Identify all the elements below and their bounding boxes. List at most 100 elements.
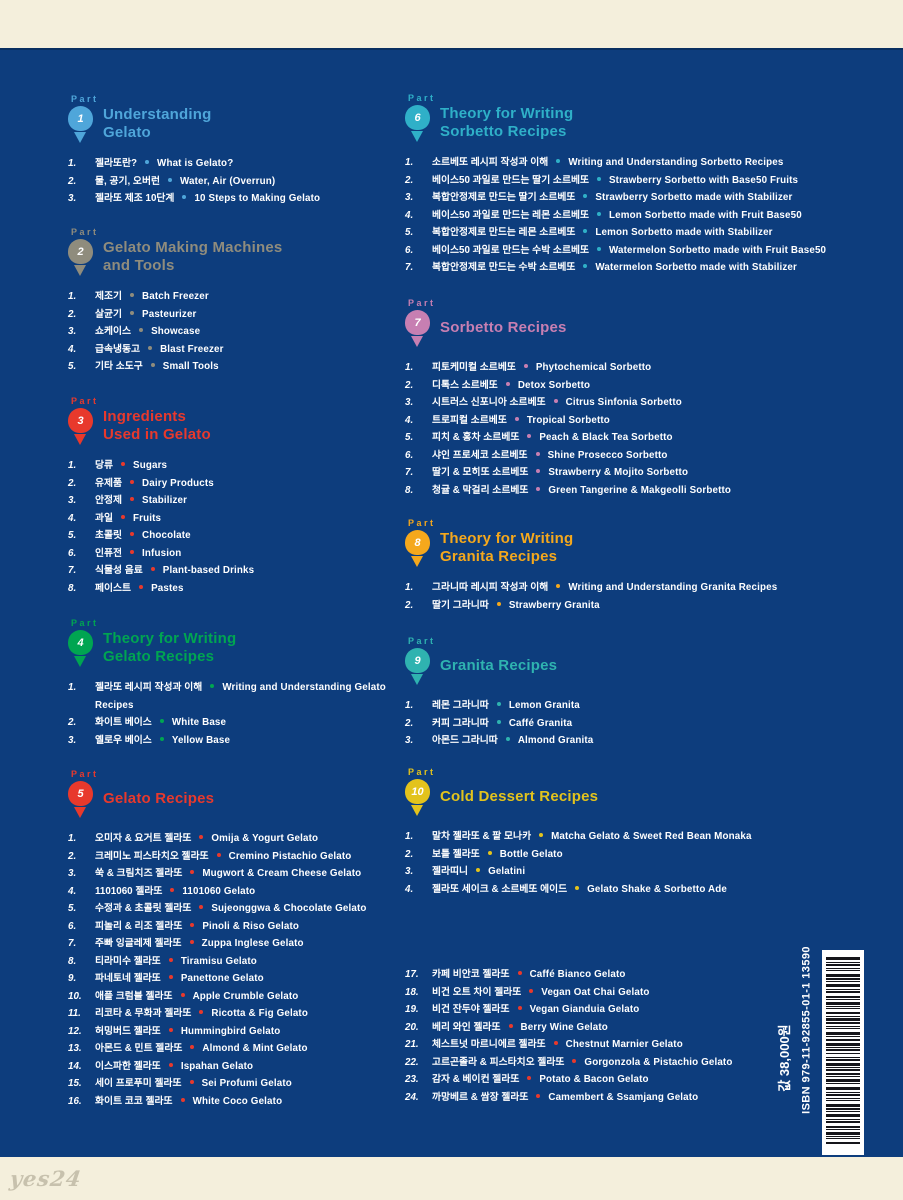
item-number: 12. — [68, 1025, 82, 1037]
item-title-english: Fruits — [133, 512, 162, 524]
item-title-english: Stabilizer — [142, 495, 188, 506]
item-title-korean: 피놀리 & 리조 젤라또 — [95, 920, 183, 932]
cone-scoop: 6 — [405, 105, 430, 130]
bullet-dot — [575, 885, 580, 890]
item-number: 22. — [405, 1056, 419, 1068]
item-title-english: Dairy Products — [142, 477, 214, 489]
item-number: 15. — [68, 1078, 82, 1089]
item-title-english: Lemon Sorbetto made with Fruit Base50 — [608, 209, 802, 221]
item-title-korean: 시트러스 신포니아 소르베또 — [432, 397, 546, 408]
item-title-korean: 딸기 & 모히또 소르베또 — [432, 467, 529, 478]
bullet-dot — [536, 486, 541, 491]
part-label: Part — [71, 396, 99, 406]
barcode — [822, 950, 864, 1155]
toc-item: 2. 화이트 베이스 White Base — [68, 714, 400, 732]
part-number: 3 — [77, 414, 84, 427]
item-title-korean: 피치 & 홍차 소르베또 — [432, 432, 520, 443]
item-number: 1. — [405, 362, 414, 373]
bullet-dot — [150, 363, 155, 368]
item-title-korean: 제조기 — [95, 291, 123, 302]
item-number: 4. — [68, 885, 77, 897]
bullet-dot — [199, 1010, 204, 1015]
item-number: 2. — [68, 477, 77, 489]
toc-item-list: 1. 젤라또 레시피 작성과 이해 Writing and Understandin… — [68, 679, 400, 749]
item-title-english: Potato & Bacon Gelato — [539, 1074, 649, 1085]
toc-item: 2. 커피 그라니따 Caffé Granita — [405, 715, 885, 733]
toc-item: 1. 당류 Sugars — [68, 457, 400, 475]
toc-item: 22. 고르곤졸라 & 피스타치오 젤라또 Gorgonzola & Pistach… — [405, 1054, 885, 1072]
toc-item-list: 1. 말차 젤라또 & 팥 모나카 Matcha Gelato & Sweet Re… — [405, 828, 885, 898]
toc-item: 2. 물, 공기, 오버런 Water, Air (Overrun) — [68, 173, 400, 191]
item-title-korean: 급속냉동고 — [95, 343, 141, 355]
item-title-english: Plant-based Drinks — [162, 565, 255, 576]
item-title-korean: 비건 잔두야 젤라또 — [432, 1004, 510, 1015]
toc-item: 3. 복합안정제로 만드는 딸기 소르베또 Strawberry Sorbetto … — [405, 189, 885, 207]
bullet-dot — [496, 719, 501, 724]
bullet-dot — [536, 469, 541, 474]
toc-item: 3. 시트러스 신포니아 소르베또 Citrus Sinfonia Sorbetto — [405, 394, 885, 412]
bullet-dot — [148, 345, 153, 350]
ice-cream-cone-icon: 10 — [405, 779, 431, 816]
item-title-english: Cremino Pistachio Gelato — [228, 850, 352, 862]
item-title-english: Detox Sorbetto — [517, 379, 591, 391]
toc-item: 12. 허밍버드 젤라또 Hummingbird Gelato — [68, 1023, 400, 1041]
part-number: 7 — [414, 316, 421, 329]
bullet-dot — [536, 1093, 541, 1098]
item-title-korean: 화이트 베이스 — [95, 717, 152, 728]
toc-item: 5. 수정과 & 초콜릿 젤라또 Sujeonggwa & Chocolate Ge… — [68, 900, 400, 918]
toc-item: 6. 샤인 프로세코 소르베또 Shine Prosecco Sorbetto — [405, 447, 885, 465]
part-section-p10: Part 10 Cold Dessert Recipes 1. 말차 젤라또 & 팥 모… — [405, 766, 885, 898]
item-title-english: Shine Prosecco Sorbetto — [547, 449, 668, 461]
item-number: 14. — [68, 1060, 82, 1072]
item-title-english: Ispahan Gelato — [180, 1060, 254, 1072]
part-section-p5: Part 5 Gelato Recipes 1. 오미자 & 요거트 젤라또 Omija … — [68, 768, 400, 1110]
part-number: 10 — [411, 785, 424, 798]
bullet-dot — [535, 451, 540, 456]
toc-item: 15. 세이 프로푸미 젤라또 Sei Profumi Gelato — [68, 1075, 400, 1093]
part-number: 2 — [77, 245, 84, 258]
item-number: 6. — [405, 244, 414, 256]
toc-item: 4. 1101060 젤라또 1101060 Gelato — [68, 883, 400, 901]
toc-item: 2. 유제품 Dairy Products — [68, 475, 400, 493]
bullet-dot — [596, 246, 601, 251]
toc-item: 2. 딸기 그라니따 Strawberry Granita — [405, 597, 885, 615]
item-title-korean: 허밍버드 젤라또 — [95, 1025, 161, 1037]
ice-cream-cone-icon: 4 — [68, 630, 94, 667]
part-title: Understanding Gelato — [103, 106, 212, 141]
item-title-english: Citrus Sinfonia Sorbetto — [565, 397, 682, 408]
item-number: 7. — [68, 938, 77, 949]
cone-tip — [411, 131, 423, 142]
ice-cream-cone-icon: 2 — [68, 239, 94, 276]
toc-item: 14. 이스파한 젤라또 Ispahan Gelato — [68, 1058, 400, 1076]
item-title-english: Water, Air (Overrun) — [179, 175, 276, 187]
item-number: 4. — [405, 414, 414, 426]
bullet-dot — [527, 1076, 532, 1081]
item-title-korean: 살균기 — [95, 308, 123, 320]
toc-item: 7. 복합안정제로 만드는 수박 소르베또 Watermelon Sorbetto … — [405, 259, 885, 277]
part-header: 10 Cold Dessert Recipes — [405, 778, 885, 816]
cone-tip — [411, 556, 423, 567]
ice-cream-cone-icon: 5 — [68, 781, 94, 818]
toc-item: 20. 베리 와인 젤라또 Berry Wine Gelato — [405, 1019, 885, 1037]
item-number: 5. — [405, 227, 414, 238]
item-number: 11. — [68, 1008, 81, 1019]
item-title-korean: 젤라띠니 — [432, 866, 469, 877]
item-number: 19. — [405, 1004, 419, 1015]
cone-tip — [74, 265, 86, 276]
item-number: 4. — [68, 512, 77, 524]
item-number: 1. — [405, 700, 414, 711]
ice-cream-cone-icon: 7 — [405, 310, 431, 347]
item-title-korean: 베이스50 과일로 만드는 수박 소르베또 — [432, 244, 589, 256]
item-title-korean: 기타 소도구 — [95, 361, 143, 372]
item-number: 5. — [68, 530, 77, 541]
part-title: Gelato Making Machines and Tools — [103, 239, 283, 274]
ice-cream-cone-icon: 6 — [405, 105, 431, 142]
item-title-korean: 보틀 젤라또 — [432, 848, 480, 860]
item-title-korean: 복합안정제로 만드는 수박 소르베또 — [432, 262, 576, 273]
part-section-p8: Part 8 Theory for Writing Granita Recipes 1… — [405, 517, 885, 614]
item-number: 2. — [68, 175, 77, 187]
toc-item: 16. 화이트 코코 젤라또 White Coco Gelato — [68, 1093, 400, 1111]
bullet-dot — [168, 975, 173, 980]
toc-item-list: 1. 그라니따 레시피 작성과 이해 Writing and Understandi… — [405, 579, 885, 614]
